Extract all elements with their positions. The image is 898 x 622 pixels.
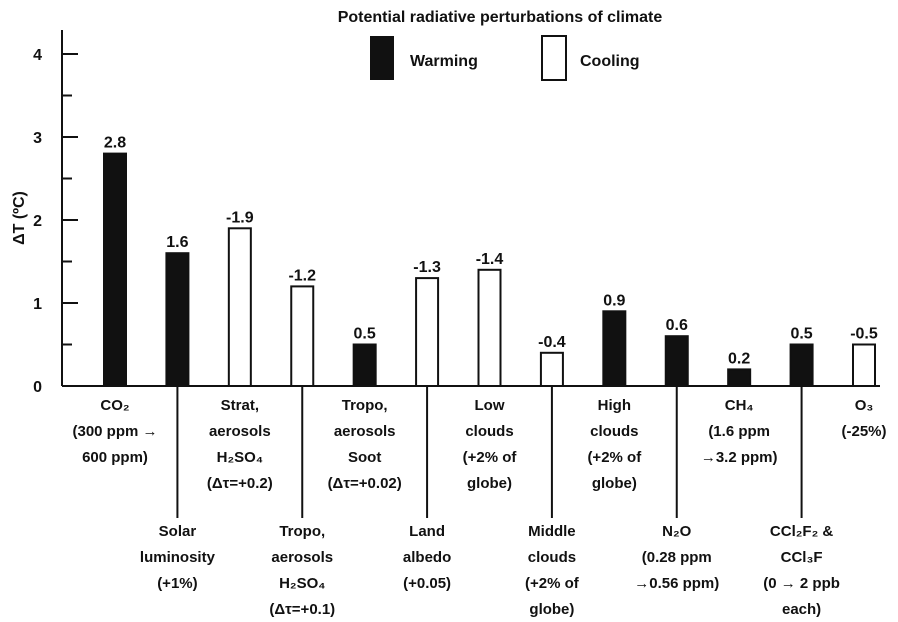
category-label-line: aerosols — [271, 549, 333, 566]
bar-value-label: 1.6 — [166, 234, 188, 251]
category-label-line: CO₂ — [100, 397, 129, 414]
category-label-line: clouds — [465, 423, 513, 440]
category-label-line: Soot — [348, 449, 381, 466]
y-tick-label: 0 — [33, 379, 42, 396]
legend-label-warming: Warming — [410, 53, 478, 70]
category-label-line: Land — [409, 523, 445, 540]
bar-cooling — [415, 277, 440, 388]
legend-swatch-warming — [370, 36, 394, 80]
bar-value-label: 2.8 — [104, 135, 126, 152]
category-label-line: Low — [475, 397, 505, 414]
category-label-line: (Δτ=+0.02) — [328, 475, 402, 492]
category-label-line: CCl₂F₂ & — [770, 523, 833, 540]
bar-cooling — [227, 227, 252, 387]
y-tick-label: 2 — [33, 213, 42, 230]
bar-cooling — [852, 343, 876, 387]
category-label-line: clouds — [528, 549, 576, 566]
category-label-line: (+0.05) — [403, 575, 451, 592]
bar-warming — [602, 310, 627, 387]
category-label-line: globe) — [467, 475, 512, 492]
y-tick-label: 1 — [33, 296, 42, 313]
category-label-line: H₂SO₄ — [279, 575, 325, 592]
bar-cooling — [477, 268, 502, 387]
bar-value-label: -1.4 — [476, 251, 504, 268]
value-labels: 2.8 1.6 -1.9 -1.2 0.5 -1.3 -1.4 -0.4 0.9 0.6 0.2 0.… — [104, 135, 878, 368]
bar-value-label: -1.9 — [226, 209, 254, 226]
y-axis-label: ΔT (ºC) — [11, 191, 28, 245]
category-label-line: H₂SO₄ — [217, 449, 263, 466]
category-label-line: O₃ — [855, 397, 874, 414]
category-label-line: clouds — [590, 423, 638, 440]
category-label-line: High — [598, 397, 631, 414]
bar-warming — [727, 368, 752, 387]
category-labels: CO₂ (300 ppm → 600 ppm) Solar luminosity (+1%… — [72, 386, 887, 618]
category-label-line: (+2% of — [463, 449, 518, 466]
category-label-line: (1.6 ppm — [708, 423, 770, 440]
category-label-line: globe) — [529, 601, 574, 618]
category-label-line: →0.56 ppm) — [634, 575, 719, 592]
category-label-line: luminosity — [140, 549, 216, 566]
category-label-line: (Δτ=+0.1) — [269, 601, 335, 618]
category-label-line: (0.28 ppm — [642, 549, 712, 566]
category-label-line: albedo — [403, 549, 451, 566]
y-tick-label: 4 — [33, 47, 42, 64]
bar-value-label: 0.5 — [354, 326, 376, 343]
y-axis-ticks: 0 1 2 3 4 — [33, 47, 78, 396]
bar-warming — [789, 343, 814, 387]
category-label-line: N₂O — [662, 523, 691, 540]
bar-value-label: 0.9 — [603, 292, 625, 309]
category-label-line: Middle — [528, 523, 576, 540]
bar-warming — [664, 335, 689, 388]
category-label-line: Solar — [159, 523, 197, 540]
chart-title: Potential radiative perturbations of cli… — [338, 9, 663, 26]
legend-swatch-cooling — [541, 35, 567, 81]
bar-warming — [352, 343, 377, 387]
category-label-line: (0 → 2 ppb — [763, 575, 840, 592]
category-label-line: 600 ppm) — [82, 449, 148, 466]
category-label-line: aerosols — [334, 423, 396, 440]
bar-series — [103, 152, 876, 388]
bar-value-label: -0.4 — [538, 334, 566, 351]
category-label-line: Tropo, — [279, 523, 325, 540]
bar-value-label: -1.2 — [288, 267, 316, 284]
bar-cooling — [290, 285, 315, 387]
legend-label-cooling: Cooling — [580, 53, 640, 70]
chart-legend: Warming Cooling — [370, 35, 640, 81]
category-label-line: (Δτ=+0.2) — [207, 475, 273, 492]
category-label-line: globe) — [592, 475, 637, 492]
category-label-line: each) — [782, 601, 821, 618]
bar-value-label: 0.6 — [666, 317, 688, 334]
category-label-line: CCl₃F — [781, 549, 823, 566]
category-label-line: (-25%) — [841, 423, 886, 440]
category-label-line: (+2% of — [587, 449, 642, 466]
category-label-line: (300 ppm → — [72, 423, 157, 440]
category-label-line: (+1%) — [157, 575, 197, 592]
category-label-line: (+2% of — [525, 575, 580, 592]
bar-warming — [165, 252, 190, 387]
bar-value-label: -1.3 — [413, 259, 441, 276]
category-label-line: CH₄ — [725, 397, 754, 414]
category-label-line: aerosols — [209, 423, 271, 440]
category-label-line: →3.2 ppm) — [701, 449, 778, 466]
category-label-line: Tropo, — [342, 397, 388, 414]
bar-value-label: 0.2 — [728, 350, 750, 367]
bar-warming — [103, 152, 127, 387]
bar-value-label: 0.5 — [790, 326, 812, 343]
category-label-line: Strat, — [221, 397, 259, 414]
bar-cooling — [539, 351, 564, 387]
bar-value-label: -0.5 — [850, 326, 878, 343]
y-tick-label: 3 — [33, 130, 42, 147]
